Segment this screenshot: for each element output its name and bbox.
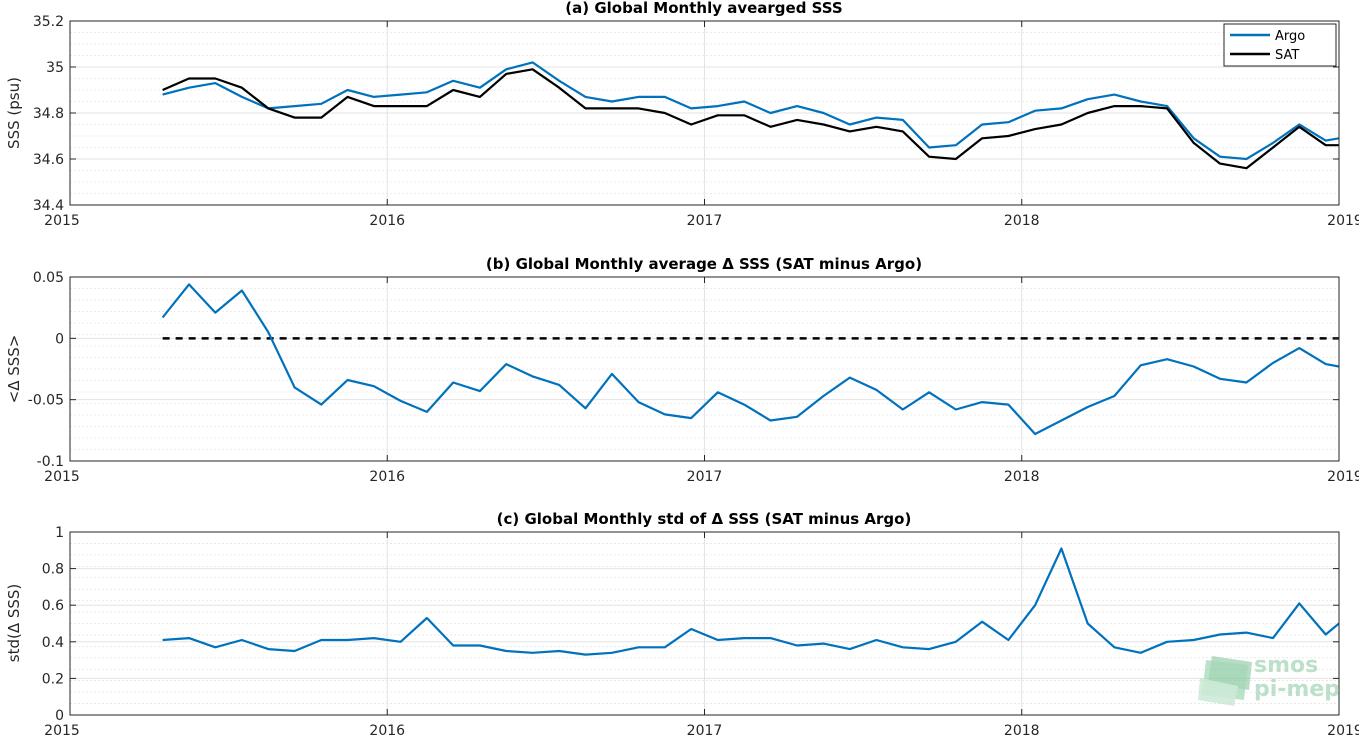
x-tick-label: 2016: [369, 723, 405, 737]
legend-box: [1223, 23, 1337, 67]
x-tick-label: 2015: [44, 213, 80, 229]
x-tick-label: 2016: [369, 469, 405, 485]
legend-sat-label: SAT: [1275, 48, 1299, 63]
panel-a-argo-series-line: [162, 61, 1339, 161]
x-tick-label: 2018: [1004, 213, 1040, 229]
y-tick-label: -0.1: [37, 454, 64, 470]
y-tick-label: 0.2: [42, 671, 64, 687]
y-tick-label: 0.4: [42, 635, 64, 651]
panel-a-sat-series-line: [162, 68, 1339, 170]
y-tick-label: 0.05: [33, 270, 64, 286]
panel-c-grid: [69, 531, 1340, 716]
y-tick-label: 1: [55, 525, 64, 541]
panel-b-series: [161, 283, 1339, 436]
y-tick-label: 0: [55, 708, 64, 724]
x-tick-label: 2019: [1327, 723, 1359, 737]
panel-a-ylabel: SSS (psu): [5, 77, 23, 149]
x-tick-label: 2019: [1327, 469, 1359, 485]
x-tick-label: 2017: [687, 213, 723, 229]
y-tick-label: -0.05: [28, 393, 64, 409]
panel-c-ylabel: std(Δ SSS): [5, 584, 23, 663]
x-tick-label: 2018: [1004, 469, 1040, 485]
x-tick-label: 2019: [1327, 213, 1359, 229]
y-tick-label: 35: [46, 60, 64, 76]
x-tick-label: 2016: [369, 213, 405, 229]
panel-c-title: (c) Global Monthly std of Δ SSS (SAT min…: [497, 510, 912, 528]
panel-b-grid: [69, 276, 1340, 462]
y-tick-label: 35.2: [33, 14, 64, 30]
x-tick-label: 2015: [44, 469, 80, 485]
panel-c-delta-series-line: [162, 547, 1339, 656]
panel-a-grid: [69, 20, 1340, 206]
panel-a-title: (a) Global Monthly avearged SSS: [565, 0, 842, 17]
legend-argo-label: Argo: [1275, 29, 1305, 44]
panel-c: (c) Global Monthly std of Δ SSS (SAT min…: [5, 510, 1359, 737]
panel-b-ylabel: <Δ SSS>: [5, 335, 23, 404]
y-tick-label: 0: [55, 331, 64, 347]
panel-c-series: [162, 547, 1339, 656]
panel-b-ticks: -0.1 -0.05 0 0.05 2015 2016 2017 2018 2019: [28, 270, 1359, 485]
panel-c-ticks: 0 0.2 0.4 0.6 0.8 1 2015 2016 2017 2018 2019: [42, 525, 1359, 737]
panel-b-title: (b) Global Monthly average Δ SSS (SAT mi…: [486, 255, 922, 273]
smos-pi-mep-logo: smos pi-mep: [1198, 653, 1340, 706]
panel-b: (b) Global Monthly average Δ SSS (SAT mi…: [5, 255, 1359, 485]
panel-a-ticks: 34.4 34.6 34.8 35 35.2 2015 2016 2017 2018 2019: [33, 14, 1359, 229]
x-tick-label: 2015: [44, 723, 80, 737]
panel-b-delta-series-line: [161, 283, 1339, 436]
logo-line2: pi-mep: [1254, 677, 1340, 702]
x-tick-label: 2017: [687, 469, 723, 485]
logo-waves-icon: [1198, 656, 1252, 706]
logo-line1: smos: [1254, 653, 1318, 678]
y-tick-label: 34.8: [33, 106, 64, 122]
y-tick-label: 34.4: [33, 198, 64, 214]
x-tick-label: 2018: [1004, 723, 1040, 737]
panel-a-series: [162, 61, 1339, 170]
panel-a-legend: Argo SAT: [1223, 23, 1337, 67]
y-tick-label: 34.6: [33, 152, 64, 168]
y-tick-label: 0.6: [42, 598, 64, 614]
x-tick-label: 2017: [687, 723, 723, 737]
panel-a: (a) Global Monthly avearged SSS 34.4 34.6…: [5, 0, 1359, 229]
y-tick-label: 0.8: [42, 562, 64, 578]
